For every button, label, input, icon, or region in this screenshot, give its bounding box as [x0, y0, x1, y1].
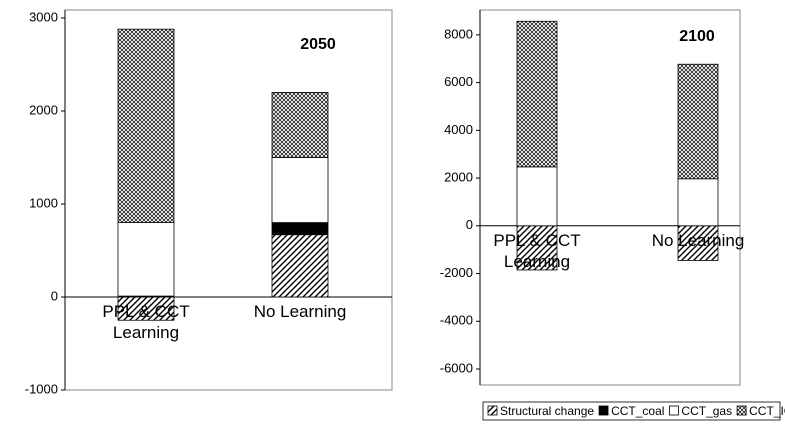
y-tick-label: 3000: [29, 9, 58, 24]
bar-segment: [677, 225, 719, 261]
category-label: No Learning: [253, 302, 347, 321]
bar-segment: [117, 222, 175, 297]
bar-segment: [677, 63, 719, 180]
bar-segment: [516, 20, 558, 168]
legend-label: CCT_coal: [611, 404, 664, 418]
legend-swatch: [598, 405, 609, 416]
bar-segment: [677, 178, 719, 227]
category-label: No Learning: [651, 230, 745, 250]
y-tick-label: 0: [466, 217, 473, 232]
y-tick-label: -4000: [440, 313, 473, 328]
y-tick-label: 6000: [444, 74, 473, 89]
legend-label: CCT_gas: [681, 404, 732, 418]
bar-segment: [271, 157, 329, 223]
bar-segment: [516, 166, 558, 227]
legend-label: Structural change: [500, 404, 594, 418]
y-tick-label: 0: [51, 288, 58, 303]
bar-segment: [271, 234, 329, 298]
bar-segment: [117, 28, 175, 224]
y-tick-label: -2000: [440, 265, 473, 280]
y-tick-label: 1000: [29, 195, 58, 210]
legend-swatch: [669, 405, 679, 416]
legend-label: CCT_IGFC: [749, 404, 785, 418]
y-tick-label: 2000: [444, 170, 473, 185]
bar-segment: [271, 92, 329, 158]
y-tick-label: 2000: [29, 102, 58, 117]
legend-swatch: [487, 405, 498, 416]
y-tick-label: -6000: [440, 360, 473, 375]
category-label: PPL & CCT Learning: [493, 230, 581, 271]
category-label: PPL & CCT Learning: [102, 302, 190, 342]
chart-title: 2100: [679, 28, 715, 45]
chart-title: 2050: [300, 36, 336, 53]
legend-swatch: [736, 405, 747, 416]
legend-box: [482, 401, 781, 421]
bar-segment: [516, 225, 558, 271]
y-tick-label: 4000: [444, 122, 473, 137]
bar-segment: [271, 222, 329, 236]
y-tick-label: 8000: [444, 26, 473, 41]
y-tick-label: -1000: [25, 381, 58, 396]
